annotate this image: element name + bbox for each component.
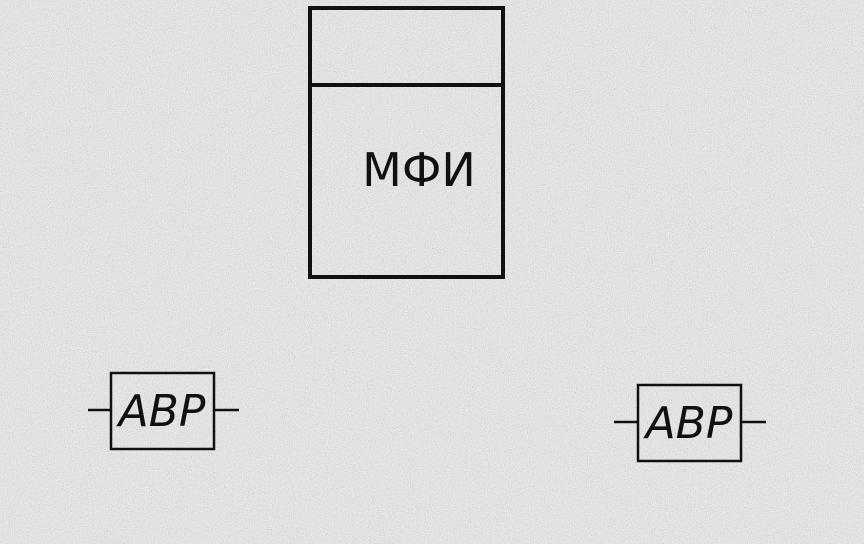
- abp-block-right: ABP: [614, 383, 766, 463]
- abp-right-label: ABP: [643, 398, 733, 449]
- abp-left-label: ABP: [116, 386, 206, 437]
- main-block-frame: [308, 6, 505, 279]
- main-block: МФИ: [308, 6, 505, 279]
- abp-block-left: ABP: [88, 371, 239, 451]
- main-block-label: МФИ: [362, 143, 476, 197]
